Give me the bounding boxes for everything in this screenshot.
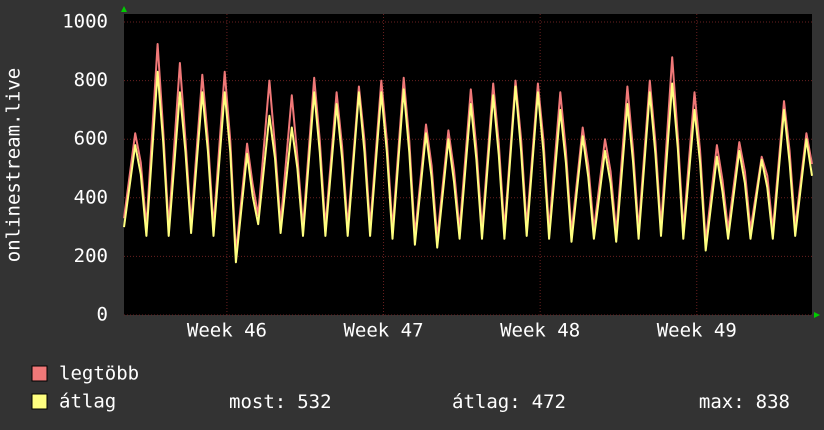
y-tick-label: 600 [74, 128, 108, 150]
x-tick-label: Week 48 [500, 320, 580, 342]
stat-label: átlag: [452, 391, 521, 413]
y-axis-label: onlinestream.live [3, 68, 25, 262]
legend-swatch [31, 365, 48, 382]
stat-label: most: [229, 391, 286, 413]
x-tick-label: Week 46 [187, 320, 267, 342]
stat: átlag: 472 [452, 391, 566, 413]
stat-value: 472 [532, 391, 566, 413]
stat-value: 838 [756, 391, 790, 413]
legend-label: legtöbb [59, 363, 139, 385]
stat-value: 532 [297, 391, 331, 413]
plot-area [124, 14, 812, 315]
stat: most: 532 [229, 391, 332, 413]
y-tick-label: 400 [74, 186, 108, 208]
x-tick-label: Week 49 [657, 320, 737, 342]
y-tick-label: 200 [74, 245, 108, 267]
y-tick-label: 1000 [62, 11, 108, 33]
y-tick-label: 800 [74, 69, 108, 91]
axis-arrow [121, 6, 127, 12]
legend-label: átlag [59, 391, 116, 413]
x-tick-label: Week 47 [343, 320, 423, 342]
stat-label: max: [699, 391, 745, 413]
y-tick-label: 0 [97, 304, 108, 326]
legend-swatch [31, 393, 48, 410]
axis-arrow [814, 312, 820, 318]
stat: max: 838 [699, 391, 790, 413]
series-line [123, 70, 813, 264]
